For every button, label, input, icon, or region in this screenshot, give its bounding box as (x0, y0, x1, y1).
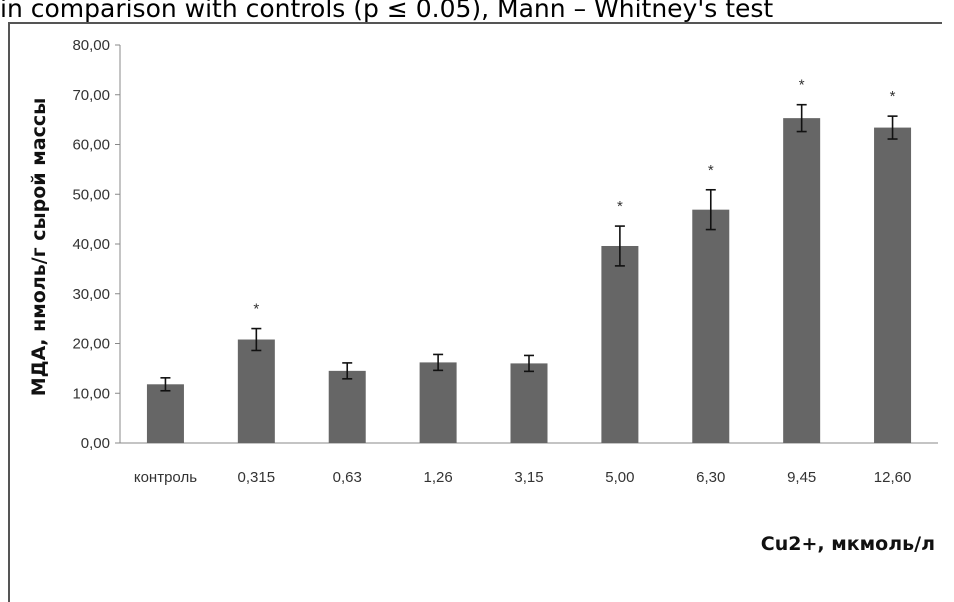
y-tick-label: 40,00 (72, 236, 110, 253)
figure-caption: in comparison with controls (p ≤ 0.05), … (0, 0, 774, 23)
y-tick-label: 0,00 (81, 435, 110, 452)
bar (328, 370, 366, 443)
bar (692, 209, 730, 443)
significance-marker: * (617, 198, 623, 215)
x-tick-label: 0,63 (333, 469, 362, 486)
x-tick-label: 9,45 (787, 469, 816, 486)
bar (510, 363, 548, 443)
x-tick-label: 6,30 (696, 469, 725, 486)
x-tick-label: 5,00 (605, 469, 634, 486)
significance-marker: * (799, 77, 805, 94)
bar (783, 118, 821, 443)
y-tick-label: 60,00 (72, 137, 110, 154)
bar (419, 362, 457, 443)
x-axis-label: Cu2+, мкмоль/л (761, 533, 935, 555)
x-tick-label: 3,15 (514, 469, 543, 486)
bar (237, 339, 275, 443)
significance-marker: * (708, 162, 714, 179)
significance-marker: * (890, 88, 896, 105)
x-tick-label: 1,26 (424, 469, 453, 486)
x-tick-label: 12,60 (874, 469, 912, 486)
x-tick-label: контроль (134, 469, 197, 486)
bar-chart: 0,00 10,00 20,00 30,00 40,00 50,00 60,00 70,00 8… (28, 37, 938, 555)
chart-bars (146, 103, 912, 444)
x-tick-label: 0,315 (238, 469, 276, 486)
y-tick-label: 30,00 (72, 286, 110, 303)
significance-marker: * (253, 301, 259, 318)
y-axis-label: МДА, нмоль/г сырой массы (28, 98, 50, 397)
y-tick-label: 70,00 (72, 87, 110, 104)
bar (874, 127, 912, 444)
bar (601, 245, 639, 443)
chart-frame (8, 22, 942, 602)
y-tick-label: 80,00 (72, 37, 110, 54)
chart-axes: 0,00 10,00 20,00 30,00 40,00 50,00 60,00 70,00 8… (72, 37, 938, 452)
y-tick-label: 50,00 (72, 186, 110, 203)
chart-labels: контроль * 0,315 0,63 1,26 3,15 * 5,00 * 6,30 * 9,4… (134, 77, 911, 486)
bar (146, 384, 184, 443)
y-tick-label: 10,00 (72, 385, 110, 402)
y-tick-label: 20,00 (72, 336, 110, 353)
